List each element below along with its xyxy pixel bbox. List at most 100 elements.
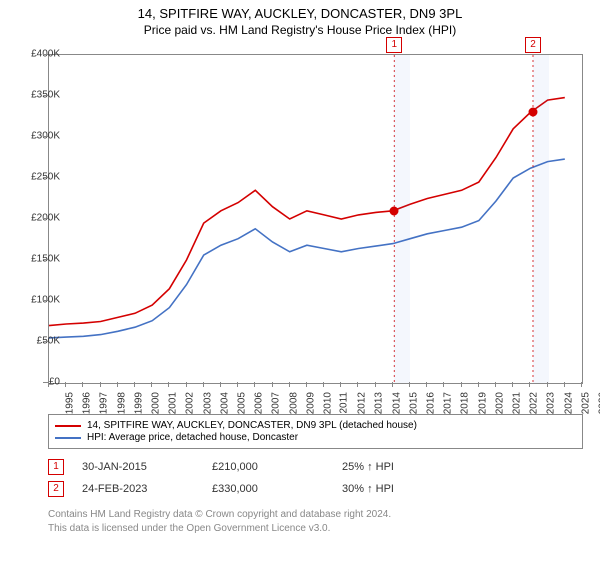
legend-label: HPI: Average price, detached house, Donc… (87, 432, 298, 443)
x-tick-label: 2018 (460, 392, 471, 414)
y-tick-label: £50K (37, 336, 60, 347)
x-tick-label: 2013 (374, 392, 385, 414)
x-tick-label: 2015 (408, 392, 419, 414)
sale-date: 30-JAN-2015 (82, 461, 212, 473)
x-tick-label: 2011 (339, 392, 350, 414)
x-tick-label: 2012 (357, 392, 368, 414)
legend-item: 14, SPITFIRE WAY, AUCKLEY, DONCASTER, DN… (55, 420, 576, 431)
x-tick-mark (151, 382, 152, 387)
chart-subtitle: Price paid vs. HM Land Registry's House … (0, 23, 600, 37)
x-tick-label: 2022 (528, 392, 539, 414)
x-tick-mark (461, 382, 462, 387)
x-tick-label: 2008 (288, 392, 299, 414)
x-tick-label: 2017 (443, 392, 454, 414)
x-tick-label: 2006 (253, 392, 264, 414)
sale-delta: 25% ↑ HPI (342, 461, 472, 473)
legend-swatch (55, 437, 81, 439)
y-tick-mark (43, 177, 48, 178)
table-row: 2 24-FEB-2023 £330,000 30% ↑ HPI (48, 478, 583, 500)
x-tick-mark (306, 382, 307, 387)
x-tick-mark (495, 382, 496, 387)
y-tick-label: £0 (49, 377, 60, 388)
legend: 14, SPITFIRE WAY, AUCKLEY, DONCASTER, DN… (48, 414, 583, 449)
x-tick-mark (134, 382, 135, 387)
x-tick-mark (100, 382, 101, 387)
x-tick-mark (220, 382, 221, 387)
x-tick-label: 2019 (477, 392, 488, 414)
x-tick-label: 2020 (494, 392, 505, 414)
x-tick-mark (117, 382, 118, 387)
x-tick-mark (409, 382, 410, 387)
legend-item: HPI: Average price, detached house, Donc… (55, 432, 576, 443)
x-tick-mark (392, 382, 393, 387)
x-tick-mark (357, 382, 358, 387)
footer: Contains HM Land Registry data © Crown c… (48, 508, 583, 535)
x-tick-label: 2021 (511, 392, 522, 414)
y-tick-mark (43, 341, 48, 342)
x-tick-mark (443, 382, 444, 387)
x-tick-mark (512, 382, 513, 387)
x-tick-label: 2010 (322, 392, 333, 414)
x-tick-label: 2016 (425, 392, 436, 414)
x-tick-label: 2014 (391, 392, 402, 414)
sales-table: 1 30-JAN-2015 £210,000 25% ↑ HPI 2 24-FE… (48, 456, 583, 500)
x-tick-mark (186, 382, 187, 387)
x-tick-label: 2023 (546, 392, 557, 414)
shaded-region (394, 55, 410, 383)
sale-date: 24-FEB-2023 (82, 483, 212, 495)
x-tick-label: 2001 (167, 392, 178, 414)
x-tick-label: 2025 (580, 392, 591, 414)
table-row: 1 30-JAN-2015 £210,000 25% ↑ HPI (48, 456, 583, 478)
series-hpi (49, 159, 565, 338)
y-tick-mark (43, 300, 48, 301)
footer-line: This data is licensed under the Open Gov… (48, 522, 583, 536)
legend-swatch (55, 425, 81, 427)
x-tick-mark (65, 382, 66, 387)
sale-marker-box: 1 (48, 459, 64, 475)
x-tick-label: 2009 (305, 392, 316, 414)
x-tick-mark (478, 382, 479, 387)
legend-label: 14, SPITFIRE WAY, AUCKLEY, DONCASTER, DN… (87, 420, 417, 431)
footer-line: Contains HM Land Registry data © Crown c… (48, 508, 583, 522)
x-tick-mark (340, 382, 341, 387)
y-tick-mark (43, 136, 48, 137)
sale-dot (528, 108, 537, 117)
sale-dot (390, 206, 399, 215)
y-tick-mark (43, 218, 48, 219)
x-tick-mark (237, 382, 238, 387)
marker-box: 1 (386, 37, 402, 53)
x-tick-mark (564, 382, 565, 387)
x-tick-label: 2000 (150, 392, 161, 414)
sale-delta: 30% ↑ HPI (342, 483, 472, 495)
x-tick-mark (375, 382, 376, 387)
chart-title: 14, SPITFIRE WAY, AUCKLEY, DONCASTER, DN… (0, 6, 600, 21)
sale-price: £330,000 (212, 483, 342, 495)
x-tick-label: 2004 (219, 392, 230, 414)
x-tick-label: 2005 (236, 392, 247, 414)
line-layer (49, 55, 582, 383)
x-tick-label: 2002 (185, 392, 196, 414)
x-tick-label: 2007 (271, 392, 282, 414)
x-tick-mark (168, 382, 169, 387)
x-tick-mark (426, 382, 427, 387)
x-tick-mark (581, 382, 582, 387)
x-tick-mark (203, 382, 204, 387)
sale-marker-box: 2 (48, 481, 64, 497)
plot-area: 12 (48, 54, 583, 384)
x-tick-mark (289, 382, 290, 387)
x-tick-mark (547, 382, 548, 387)
chart-container: 14, SPITFIRE WAY, AUCKLEY, DONCASTER, DN… (0, 6, 600, 566)
x-tick-mark (323, 382, 324, 387)
y-tick-mark (43, 259, 48, 260)
x-tick-label: 1999 (133, 392, 144, 414)
x-tick-mark (48, 382, 49, 387)
x-tick-label: 1997 (99, 392, 110, 414)
marker-box: 2 (525, 37, 541, 53)
x-tick-mark (272, 382, 273, 387)
shaded-region (533, 55, 549, 383)
y-tick-mark (43, 95, 48, 96)
x-tick-label: 1995 (64, 392, 75, 414)
x-tick-label: 2024 (563, 392, 574, 414)
x-tick-mark (82, 382, 83, 387)
sale-price: £210,000 (212, 461, 342, 473)
